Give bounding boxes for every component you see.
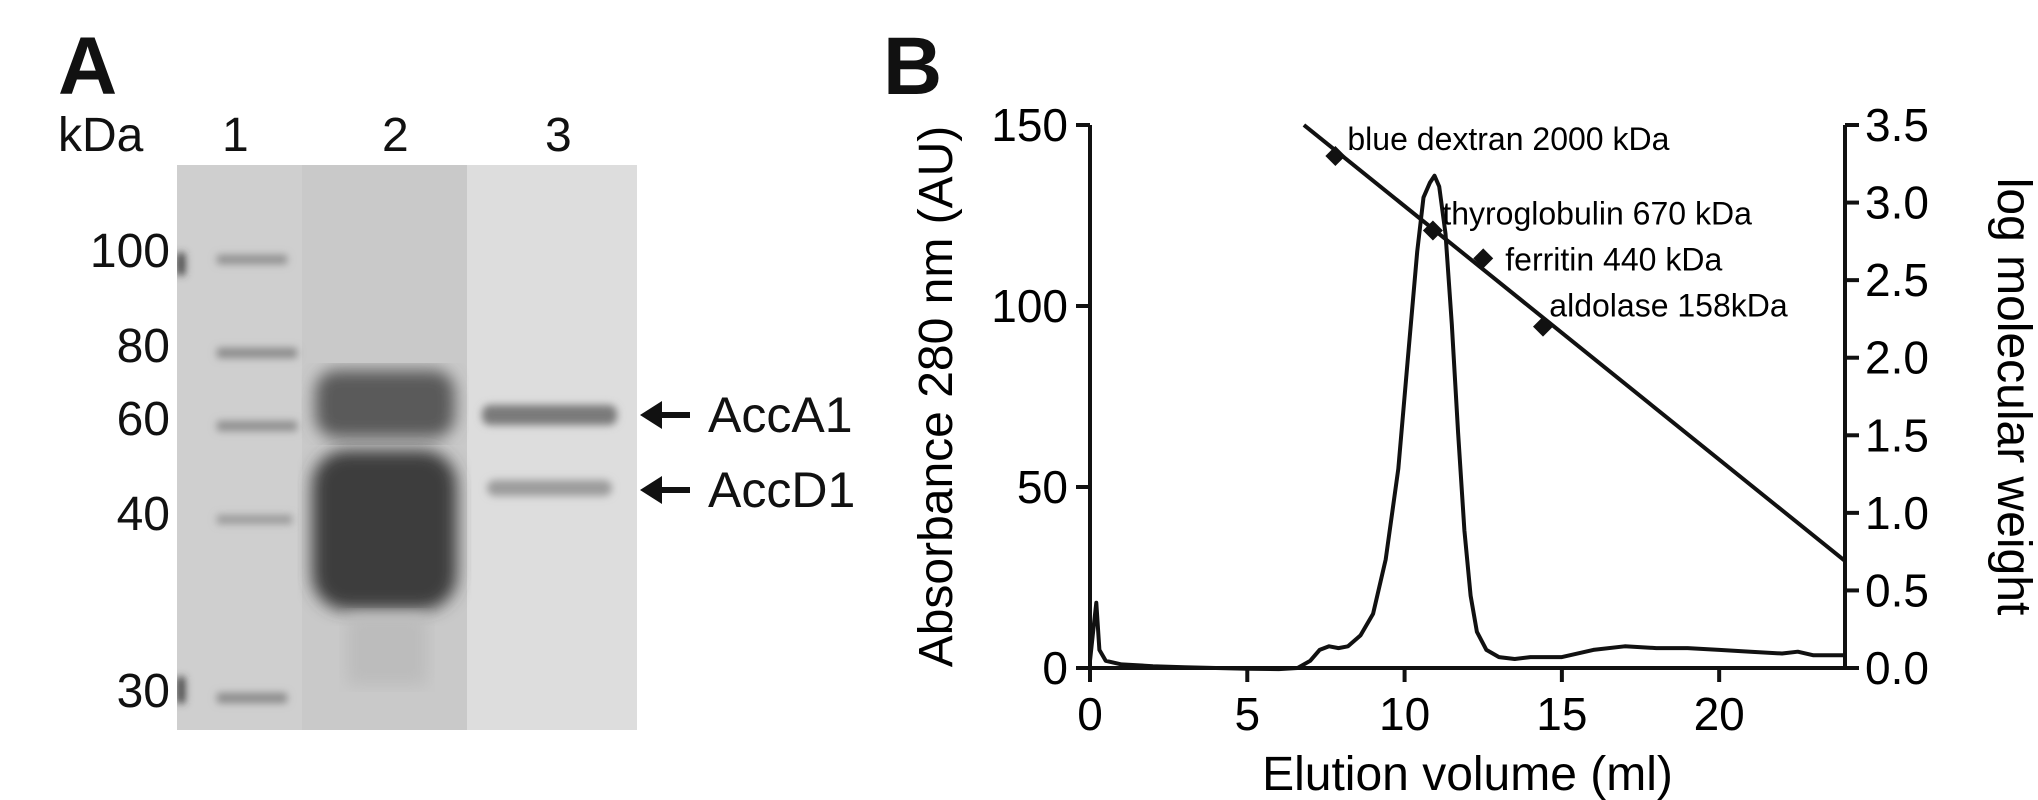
panel-b: B 0 5 10 15 20 0 50 100 150 0.0 0.5 1.0 1.5 2.0 2.5 3.0… bbox=[880, 0, 2038, 800]
y-tick-label: 0 bbox=[1042, 642, 1068, 694]
y2-tick-label: 3.0 bbox=[1865, 177, 1929, 229]
panel-b-label: B bbox=[883, 21, 943, 112]
y-tick-label: 100 bbox=[991, 280, 1068, 332]
arrow-icon bbox=[640, 401, 690, 429]
y2-tick-label: 2.5 bbox=[1865, 254, 1929, 306]
standard-label: ferritin 440 kDa bbox=[1505, 241, 1722, 277]
x-tick-label: 0 bbox=[1077, 688, 1103, 740]
standard-marker bbox=[1473, 248, 1494, 269]
standard-label: thyroglobulin 670 kDa bbox=[1442, 195, 1752, 231]
absorbance-trace-line bbox=[1088, 173, 1845, 672]
gel-image bbox=[177, 165, 637, 730]
lane-label-3: 3 bbox=[545, 109, 572, 162]
arrow-label-accd1: AccD1 bbox=[708, 462, 856, 518]
y2-tick-label: 1.5 bbox=[1865, 409, 1929, 461]
lane-3-bands bbox=[482, 405, 617, 496]
x-axis-title: Elution volume (ml) bbox=[1262, 748, 1673, 800]
y-axis-title: Absorbance 280 nm (AU) bbox=[910, 126, 963, 668]
arrow-label-acca1: AccA1 bbox=[708, 387, 853, 443]
elution-chart: 0 5 10 15 20 0 50 100 150 0.0 0.5 1.0 1.5 2.0 2.5 3.0 3.… bbox=[910, 99, 2038, 800]
panel-a-label: A bbox=[58, 21, 118, 112]
y-tick-label: 150 bbox=[991, 99, 1068, 151]
standard-label: blue dextran 2000 kDa bbox=[1347, 121, 1669, 157]
calibration-line bbox=[1302, 123, 1847, 563]
kda-unit-label: kDa bbox=[58, 109, 144, 162]
y2-tick-label: 1.0 bbox=[1865, 487, 1929, 539]
lane-label-1: 1 bbox=[222, 109, 249, 162]
ladder-lane bbox=[177, 253, 297, 703]
marker-label-60: 60 bbox=[116, 393, 170, 446]
band-arrows bbox=[640, 401, 690, 504]
standard-marker bbox=[1533, 316, 1553, 337]
arrow-icon bbox=[640, 476, 690, 504]
x-tick-label: 20 bbox=[1694, 688, 1745, 740]
standard-marker bbox=[1325, 146, 1346, 167]
standard-label: aldolase 158kDa bbox=[1549, 288, 1788, 324]
chart-marks bbox=[1088, 123, 1847, 672]
marker-label-100: 100 bbox=[89, 225, 170, 278]
chart-axes bbox=[1076, 123, 1859, 682]
marker-label-30: 30 bbox=[116, 665, 170, 718]
y-tick-label: 50 bbox=[1017, 461, 1068, 513]
y2-tick-label: 3.5 bbox=[1865, 99, 1929, 151]
y2-axis-title: log molecular weight bbox=[1987, 178, 2038, 616]
x-tick-label: 15 bbox=[1536, 688, 1587, 740]
marker-label-40: 40 bbox=[116, 488, 170, 541]
y2-tick-label: 2.0 bbox=[1865, 332, 1929, 384]
x-tick-label: 5 bbox=[1234, 688, 1260, 740]
y2-tick-label: 0.5 bbox=[1865, 564, 1929, 616]
chart-labels: 0 5 10 15 20 0 50 100 150 0.0 0.5 1.0 1.5 2.0 2.5 3.0 3.… bbox=[910, 99, 2038, 800]
x-tick-label: 10 bbox=[1379, 688, 1430, 740]
y2-tick-label: 0.0 bbox=[1865, 642, 1929, 694]
panel-a: A kDa 1 2 3 100 80 60 40 30 bbox=[0, 0, 880, 800]
standard-marker bbox=[1422, 220, 1443, 241]
lane-label-2: 2 bbox=[382, 109, 409, 162]
lane-2-bands bbox=[312, 370, 457, 685]
marker-label-80: 80 bbox=[116, 320, 170, 373]
